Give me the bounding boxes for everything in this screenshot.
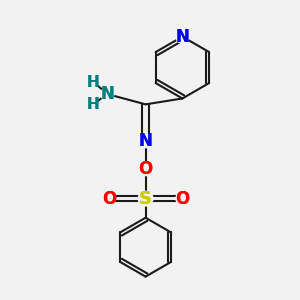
Text: O: O bbox=[175, 190, 190, 208]
Text: S: S bbox=[139, 190, 152, 208]
Text: H: H bbox=[86, 75, 99, 90]
Text: N: N bbox=[176, 28, 189, 46]
Circle shape bbox=[176, 192, 189, 205]
Text: N: N bbox=[100, 85, 114, 103]
Text: O: O bbox=[175, 190, 190, 208]
Text: O: O bbox=[139, 160, 153, 178]
Text: N: N bbox=[139, 132, 152, 150]
Text: H: H bbox=[86, 75, 99, 90]
Circle shape bbox=[102, 192, 115, 205]
Circle shape bbox=[87, 99, 98, 110]
Text: N: N bbox=[100, 85, 114, 103]
Text: O: O bbox=[102, 190, 116, 208]
Circle shape bbox=[139, 135, 152, 148]
Circle shape bbox=[138, 191, 153, 206]
Text: H: H bbox=[86, 97, 99, 112]
Circle shape bbox=[139, 163, 152, 176]
Circle shape bbox=[87, 77, 98, 88]
Text: N: N bbox=[139, 132, 152, 150]
Text: H: H bbox=[86, 97, 99, 112]
Text: N: N bbox=[176, 28, 189, 46]
Circle shape bbox=[101, 88, 114, 100]
Text: S: S bbox=[139, 190, 152, 208]
Text: O: O bbox=[139, 160, 153, 178]
Circle shape bbox=[176, 30, 189, 43]
Text: O: O bbox=[102, 190, 116, 208]
